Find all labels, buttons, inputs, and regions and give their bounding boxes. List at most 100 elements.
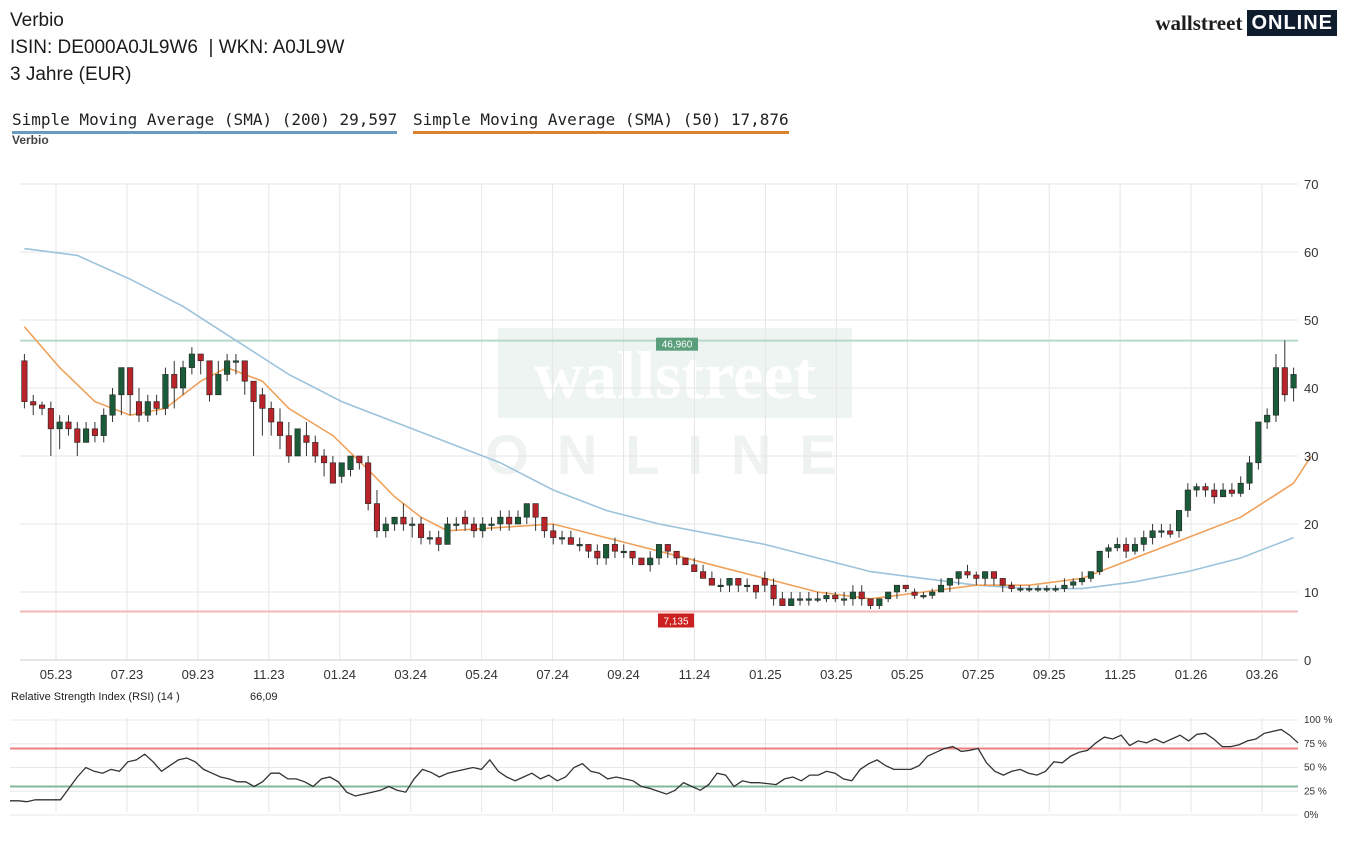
legend-sma50[interactable]: Simple Moving Average (SMA) (50) 17,876 [413,110,789,134]
candle-body [197,353,204,362]
candle-body [788,598,795,606]
candle [39,401,46,416]
candle [1202,483,1209,497]
candle-body [532,503,539,518]
candle-body [841,598,848,601]
stock-name: Verbio [10,10,64,31]
candle [268,401,275,436]
candle-body [550,530,557,538]
candle [647,551,654,572]
candle [523,503,530,524]
candle-body [1123,544,1130,552]
x-tick-label: 11.24 [679,667,711,682]
wallstreet-online-logo[interactable]: wallstreet ONLINE [1155,10,1337,36]
candle-body [1079,578,1086,583]
candle [435,530,442,552]
candle [1290,367,1297,402]
y-tick-label: 20 [1304,517,1318,532]
rsi-panel: Relative Strength Index (RSI) (14 ) 66,09… [10,691,1332,821]
candle-body [1043,588,1050,591]
candle-body [118,367,125,396]
candle-body [1281,367,1288,396]
candle [788,592,795,606]
candle [1123,537,1130,558]
candle-body [779,598,786,606]
candle [867,598,874,609]
candle-body [153,401,160,409]
candle-body [893,584,901,593]
candle-body [559,537,566,540]
candle [303,422,310,456]
candle-body [180,367,187,389]
candle [241,360,248,395]
candle-body [356,455,363,464]
candle-body [876,598,883,606]
candle-body [409,523,416,526]
candle [206,360,213,402]
candle [470,517,477,538]
candle [91,422,98,443]
candle [329,456,336,484]
candle [990,571,997,586]
candle-body [770,584,777,600]
candle-body [56,421,63,430]
candle [109,388,116,422]
high-badge-label: 46,960 [662,340,693,351]
high-badge [656,337,698,351]
candle [356,455,363,470]
candle-body [655,544,663,559]
candle [373,490,380,538]
candle-body [902,584,909,589]
candle [920,592,927,599]
candle [664,544,671,558]
candle-body [1149,530,1156,538]
candle [276,408,284,450]
candle [629,550,636,565]
candle [100,408,107,443]
candle [1131,537,1138,555]
candle [462,510,469,531]
candle-body [312,442,319,457]
candle [1026,585,1033,592]
candle-body [162,374,169,409]
candle-body [858,591,865,600]
candle-body [620,550,627,554]
candle-body [1061,584,1068,589]
candle-body [224,360,231,375]
time-range: 3 Jahre (EUR) [10,64,132,85]
legend-sma200[interactable]: Simple Moving Average (SMA) (200) 29,597 [12,110,398,134]
candle [312,435,319,463]
candle-body [435,537,442,545]
candle [559,530,566,545]
candle-body [1255,421,1262,464]
stock-identifiers: ISIN: DE000A0JL9W6 | WKN: A0JL9W [10,37,345,58]
candle [294,428,301,457]
candle [1158,524,1165,538]
candle-body [391,516,398,525]
candle [576,537,583,552]
candle-body [1158,530,1165,533]
candle-body [188,353,195,368]
rsi-tick-label: 25 % [1304,786,1327,797]
candle [841,592,848,606]
candle-body [673,550,680,559]
rsi-tick-label: 100 % [1304,715,1332,726]
grid [20,183,1298,812]
candle-body [144,401,151,416]
x-tick-label: 05.25 [891,667,924,682]
logo-badge: ONLINE [1247,10,1337,36]
rsi-line [10,728,1299,803]
candle-body [1026,588,1033,591]
candle [893,584,901,599]
candle [1264,408,1271,429]
candle-body [506,516,513,525]
candle-body [1246,462,1253,484]
candle-body [1175,510,1183,532]
candle-body [303,435,310,443]
y-tick-label: 60 [1304,245,1318,260]
candle-body [1290,374,1297,389]
candle [65,415,72,436]
candle-body [241,360,248,382]
y-tick-label: 0 [1304,653,1311,668]
